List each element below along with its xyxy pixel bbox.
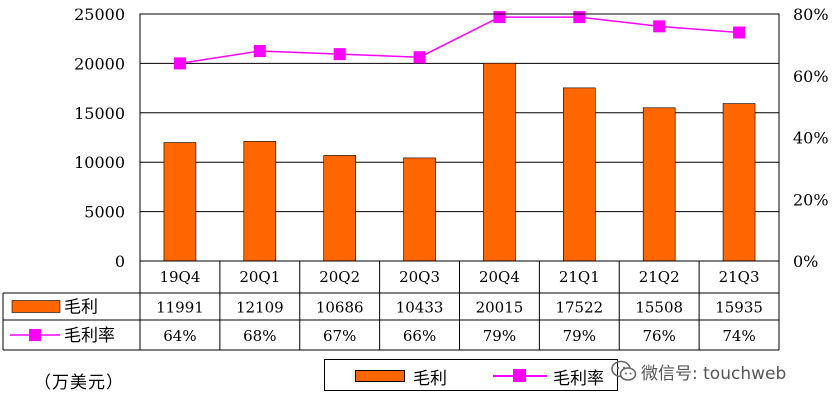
line-marker [333, 48, 346, 61]
data-label: 15508 [635, 299, 683, 317]
right-tick-label: 20% [793, 190, 829, 209]
wechat-icon [611, 360, 637, 381]
category-label: 21Q2 [639, 268, 680, 286]
right-tick-label: 40% [793, 129, 829, 148]
legend: 毛利 毛利率 [324, 359, 618, 391]
bar [722, 103, 756, 262]
data-label: 10686 [316, 299, 364, 317]
legend-bar-swatch [355, 370, 405, 382]
category-label: 21Q3 [719, 268, 760, 286]
left-tick-label: 25000 [74, 5, 125, 24]
bar [483, 62, 516, 262]
watermark-text: 微信号: touchweb [641, 363, 787, 384]
data-label: 11991 [156, 299, 204, 317]
left-tick-label: 5000 [84, 203, 125, 222]
gridlines [140, 13, 779, 213]
category-label: 20Q3 [399, 268, 440, 286]
right-axis-ticks: 0% 20% 40% 60% 80% [793, 5, 829, 271]
data-label: 17522 [555, 299, 603, 317]
line-marker [573, 11, 586, 24]
data-label: 79% [483, 327, 516, 345]
bar [403, 157, 436, 262]
line-marker [253, 45, 266, 58]
data-label: 76% [643, 327, 676, 345]
data-label: 74% [722, 327, 755, 345]
right-tick-label: 80% [793, 5, 829, 24]
data-label: 15935 [715, 299, 763, 317]
plot-frame [139, 13, 780, 262]
bar-series [163, 62, 756, 262]
line-marker [173, 57, 186, 70]
bar [323, 155, 356, 262]
data-label: 64% [163, 327, 196, 345]
data-label: 68% [243, 327, 276, 345]
left-tick-label: 10000 [74, 153, 125, 172]
right-tick-label: 0% [793, 252, 818, 271]
category-label: 20Q4 [479, 268, 520, 286]
data-label: 67% [323, 327, 356, 345]
right-tick-label: 60% [793, 67, 829, 86]
line-marker [413, 51, 426, 64]
bar [163, 142, 197, 262]
bar [243, 141, 277, 262]
line-path [179, 16, 740, 65]
data-label: 66% [403, 327, 436, 345]
left-axis-ticks: 0 5000 10000 15000 20000 25000 [74, 5, 125, 271]
row-line-marker [29, 329, 41, 341]
line-marker [733, 26, 746, 39]
row-bar-swatch [11, 300, 61, 313]
row-label: 毛利率 [64, 326, 115, 346]
legend-bar-label: 毛利 [413, 369, 447, 389]
legend-line-label: 毛利率 [553, 369, 604, 389]
line-marker [653, 20, 666, 33]
data-label: 20015 [476, 299, 524, 317]
watermark: 微信号: touchweb [611, 356, 786, 386]
legend-line-marker [513, 369, 526, 382]
data-table: 19Q4 20Q1 20Q2 20Q3 20Q4 21Q1 21Q2 21Q3 毛利 11991 1… [2, 260, 780, 351]
line-marker [493, 11, 506, 24]
unit-label: （万美元） [34, 373, 124, 393]
line-series [173, 11, 746, 70]
category-label: 21Q1 [559, 268, 600, 286]
category-label: 19Q4 [159, 268, 200, 286]
bar [563, 87, 596, 262]
left-tick-label: 15000 [74, 104, 125, 123]
plot-border [139, 13, 780, 262]
category-label: 20Q1 [239, 268, 280, 286]
data-label: 12109 [236, 299, 284, 317]
left-tick-label: 20000 [74, 54, 125, 73]
row-label: 毛利 [64, 298, 98, 318]
category-label: 20Q2 [319, 268, 360, 286]
bar [642, 107, 676, 262]
data-label: 10433 [396, 299, 444, 317]
data-label: 79% [563, 327, 596, 345]
left-tick-label: 0 [115, 252, 125, 271]
